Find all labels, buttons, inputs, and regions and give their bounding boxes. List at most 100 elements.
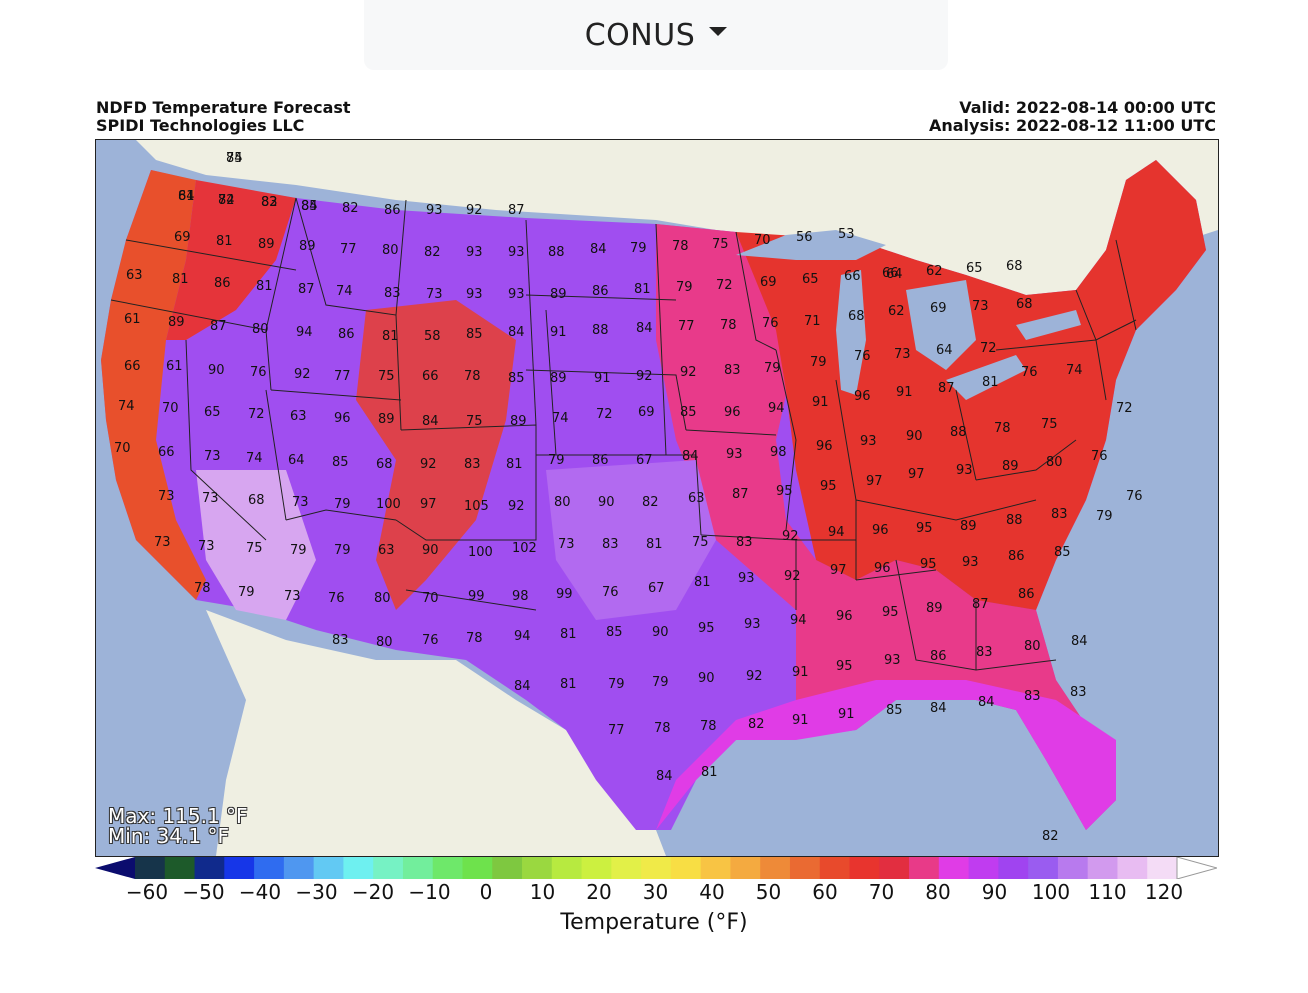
station-temp-label: 81 xyxy=(506,457,523,472)
colorbar-tick-label: 30 xyxy=(642,880,669,904)
station-temp-label: 76 xyxy=(1021,365,1038,380)
station-temp-label: 70 xyxy=(162,401,179,416)
station-temp-label: 90 xyxy=(698,671,715,686)
station-temp-label: 96 xyxy=(854,389,871,404)
station-temp-label: 62 xyxy=(926,264,943,279)
colorbar-segment xyxy=(641,857,672,879)
colorbar-segment xyxy=(462,857,493,879)
station-temp-label: 95 xyxy=(916,521,933,536)
colorbar-over-triangle xyxy=(1176,857,1217,879)
station-temp-label: 91 xyxy=(594,371,611,386)
station-temp-label: 61 xyxy=(178,189,195,204)
station-temp-label: 72 xyxy=(980,341,997,356)
pacific-northwest-red xyxy=(166,180,296,340)
station-temp-label: 78 xyxy=(994,421,1011,436)
station-temp-label: 89 xyxy=(510,414,527,429)
colorbar-segment xyxy=(254,857,285,879)
max-temp: Max: 115.1 °F xyxy=(108,804,248,828)
station-temp-label: 81 xyxy=(646,537,663,552)
station-temp-label: 84 xyxy=(590,242,607,257)
map-header-left: NDFD Temperature Forecast SPIDI Technolo… xyxy=(96,99,351,135)
colorbar-tick-label: −10 xyxy=(408,880,451,904)
colorbar-segment xyxy=(283,857,315,879)
station-temp-label: 66 xyxy=(124,359,141,374)
station-temp-label: 82 xyxy=(218,193,235,208)
station-temp-label: 78 xyxy=(654,721,671,736)
station-temp-label: 79 xyxy=(548,453,565,468)
station-temp-label: 64 xyxy=(936,343,953,358)
colorbar-tick-label: 40 xyxy=(699,880,725,904)
station-temp-label: 73 xyxy=(558,537,575,552)
station-temp-label: 94 xyxy=(514,629,531,644)
colorbar xyxy=(95,857,1217,879)
lake-michigan xyxy=(836,270,866,395)
station-temp-label: 73 xyxy=(204,449,221,464)
station-temp-label: 93 xyxy=(726,447,743,462)
canada-land xyxy=(136,140,1218,310)
station-temp-label: 100 xyxy=(468,545,493,560)
station-temp-label: 97 xyxy=(866,474,883,489)
station-temp-label: 73 xyxy=(972,299,989,314)
station-temp-label: 71 xyxy=(804,314,821,329)
station-temp-label: 90 xyxy=(208,363,225,378)
colorbar-tick-label: 0 xyxy=(479,880,493,904)
station-temp-label: 82 xyxy=(748,717,765,732)
map-title: NDFD Temperature Forecast xyxy=(96,98,351,117)
station-temp-label: 58 xyxy=(424,329,441,344)
station-temp-label: 91 xyxy=(812,395,829,410)
station-temp-label: 76 xyxy=(422,633,439,648)
station-temp-label: 92 xyxy=(420,457,437,472)
rockies-warm-zone xyxy=(356,300,516,610)
station-temp-label: 96 xyxy=(816,439,833,454)
station-temp-label: 92 xyxy=(466,203,483,218)
station-temp-label: 84 xyxy=(514,679,531,694)
station-temp-label: 85 xyxy=(466,327,483,342)
station-temp-label: 63 xyxy=(378,543,395,558)
station-temp-label: 85 xyxy=(1054,545,1071,560)
station-temp-label: 89 xyxy=(299,239,316,254)
station-temp-label: 89 xyxy=(378,412,395,427)
station-temp-label: 76 xyxy=(250,365,267,380)
station-temp-label: 87 xyxy=(938,381,955,396)
station-temp-label: 77 xyxy=(608,723,625,738)
station-temp-label: 92 xyxy=(784,569,801,584)
colorbar-segment xyxy=(164,857,196,879)
colorbar-segment xyxy=(760,857,791,879)
station-temp-label: 83 xyxy=(332,633,349,648)
station-temp-label: 93 xyxy=(508,287,525,302)
station-temp-label: 86 xyxy=(384,203,401,218)
station-temp-label: 72 xyxy=(596,407,613,422)
region-selector[interactable]: CONUS xyxy=(364,0,948,70)
station-temp-label: 97 xyxy=(420,497,437,512)
station-temp-label: 66 xyxy=(158,445,175,460)
station-temp-label: 80 xyxy=(554,495,571,510)
station-temp-label: 76 xyxy=(602,585,619,600)
station-temp-label: 94 xyxy=(828,525,845,540)
colorbar-tick-label: 80 xyxy=(925,880,951,904)
station-temp-label: 79 xyxy=(290,543,307,558)
station-temp-label: 87 xyxy=(298,282,315,297)
colorbar-segment xyxy=(1028,857,1059,879)
station-temp-label: 84 xyxy=(1071,634,1088,649)
colorbar-segment xyxy=(1087,857,1118,879)
station-temp-label: 95 xyxy=(836,659,853,674)
station-temp-label: 79 xyxy=(764,361,781,376)
colorbar-tick-label: 90 xyxy=(981,880,1008,904)
station-temp-label: 69 xyxy=(760,275,777,290)
station-temp-label: 105 xyxy=(464,499,489,514)
colorbar-tick-label: 120 xyxy=(1144,880,1184,904)
southern-plains-lavender xyxy=(546,460,716,620)
colorbar-segment xyxy=(492,857,523,879)
station-temp-label: 93 xyxy=(884,653,901,668)
station-temp-label: 95 xyxy=(882,605,899,620)
station-temp-label: 69 xyxy=(174,230,191,245)
colorbar-segment xyxy=(402,857,434,879)
station-temp-label: 89 xyxy=(550,371,567,386)
station-temp-label: 84 xyxy=(508,325,525,340)
station-temp-label: 83 xyxy=(1070,685,1087,700)
station-temp-label: 81 xyxy=(172,272,189,287)
station-temp-label: 79 xyxy=(630,241,647,256)
station-temp-label: 85 xyxy=(508,371,525,386)
lake-erie xyxy=(946,355,1026,400)
station-temp-label: 63 xyxy=(688,491,705,506)
